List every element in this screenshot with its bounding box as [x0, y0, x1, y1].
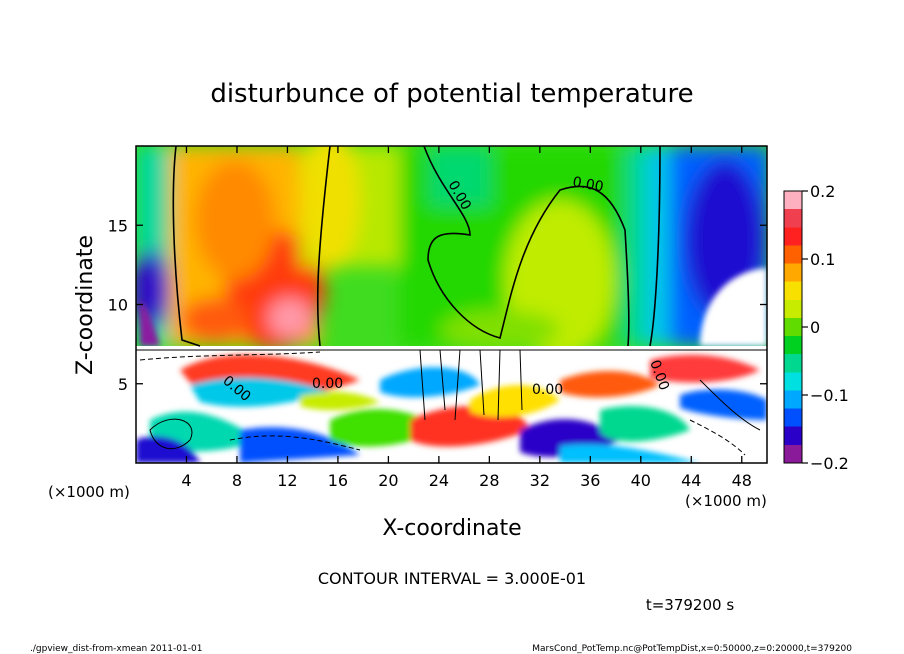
x-tick-label: 36 [580, 471, 600, 490]
left-edge-purple [140, 300, 160, 346]
y-tick-label: 15 [108, 216, 128, 235]
y-axis-label: Z-coordinate [73, 235, 98, 375]
chart-title: disturbunce of potential temperature [210, 79, 693, 109]
colorbar-ticks: 0.2 0.1 0 −0.1 −0.2 [802, 182, 849, 473]
x-tick-label: 32 [530, 471, 550, 490]
x-tick-label: 40 [631, 471, 651, 490]
lower-layer-blobs [136, 354, 767, 463]
contour-label: 0.00 [571, 174, 604, 195]
lower-contours [136, 349, 767, 456]
colorbar-tick-label: −0.1 [810, 386, 849, 405]
x-unit-label-left: (×1000 m) [48, 483, 130, 501]
x-tick-label: 8 [232, 471, 242, 490]
x-tick-label: 44 [681, 471, 701, 490]
contour-lines [172, 146, 661, 347]
contour-line-mid-left [316, 146, 331, 347]
right-dome [700, 268, 767, 346]
y-axis: 5 10 15 [108, 216, 767, 394]
colorbar-tick-label: 0 [810, 318, 820, 337]
contour-line-right [649, 146, 661, 347]
colorbar-tick-label: 0.2 [810, 182, 835, 201]
contour-label: 0.00 [532, 382, 563, 398]
contour-interval-text: CONTOUR INTERVAL = 3.000E-01 [318, 569, 586, 588]
upper-field-blobs [136, 146, 767, 360]
colorbar-tick-label: 0.1 [810, 250, 835, 269]
x-tick-label: 28 [479, 471, 499, 490]
contour-label: 0.00 [312, 376, 343, 392]
x-tick-label: 4 [181, 471, 191, 490]
x-tick-label: 48 [732, 471, 752, 490]
colorbar-tick-label: −0.2 [810, 454, 849, 473]
footer-right: MarsCond_PotTemp.nc@PotTempDist,x=0:5000… [532, 644, 852, 654]
footer-left: ./gpview_dist-from-xmean 2011-01-01 [30, 644, 202, 654]
x-tick-label: 24 [429, 471, 449, 490]
contour-line-zero [423, 146, 630, 347]
time-label: t=379200 s [646, 596, 734, 614]
x-axis: 4 8 12 16 20 24 28 32 36 40 44 48 [181, 146, 752, 490]
y-tick-label: 5 [118, 375, 128, 394]
x-axis-label: X-coordinate [382, 516, 521, 541]
contour-line-left [172, 146, 201, 347]
x-unit-label-right: (×1000 m) [685, 492, 767, 510]
x-tick-label: 20 [378, 471, 398, 490]
colorbar [783, 190, 803, 464]
y-tick-label: 10 [108, 296, 128, 315]
x-tick-label: 16 [328, 471, 348, 490]
plot-field: 0.00 0.00 0.00 0.00 0.00 0.00 [136, 146, 767, 463]
x-tick-label: 12 [277, 471, 297, 490]
contour-line-plumes [419, 349, 523, 421]
